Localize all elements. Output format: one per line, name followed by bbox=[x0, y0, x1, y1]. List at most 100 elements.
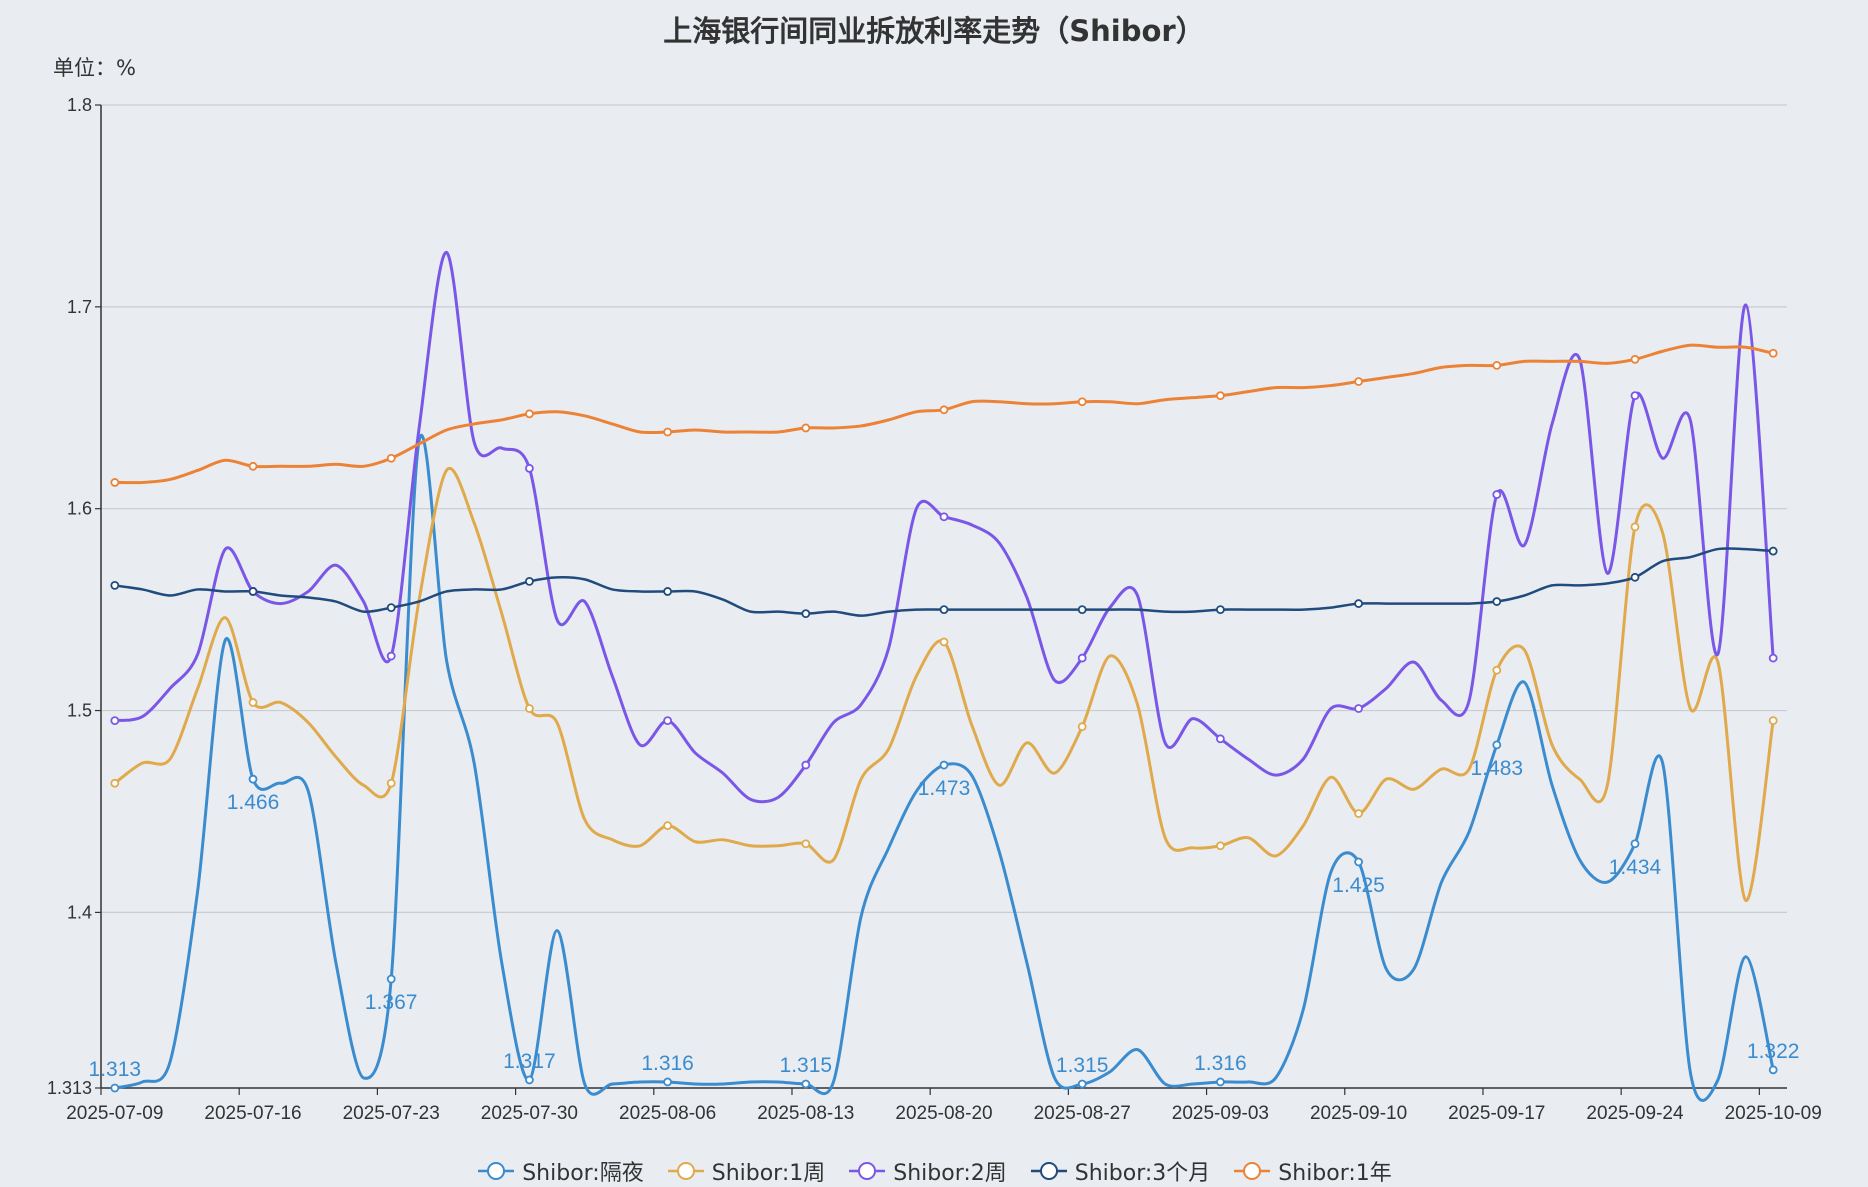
legend-item[interactable]: Shibor:隔夜 bbox=[476, 1155, 644, 1187]
data-point bbox=[1492, 360, 1502, 370]
data-point bbox=[386, 651, 396, 661]
x-tick-label: 2025-08-27 bbox=[1034, 1103, 1131, 1124]
data-point bbox=[110, 716, 120, 726]
data-point bbox=[1768, 716, 1778, 726]
data-label: 1.367 bbox=[365, 991, 418, 1014]
y-tick-label: 1.7 bbox=[67, 297, 92, 317]
data-point bbox=[1630, 391, 1640, 401]
data-point bbox=[663, 587, 673, 596]
data-point bbox=[248, 774, 258, 784]
data-point bbox=[1354, 599, 1363, 608]
x-tick-label: 2025-07-23 bbox=[343, 1103, 440, 1124]
data-point bbox=[525, 463, 534, 473]
data-point bbox=[1215, 1077, 1225, 1087]
data-point bbox=[1492, 665, 1502, 675]
legend-line-circle-icon bbox=[667, 1162, 704, 1180]
data-point bbox=[386, 778, 396, 788]
data-point bbox=[525, 1075, 534, 1085]
legend: Shibor:隔夜 Shibor:1周 Shibor:2周 Shibor:3个月 Shi… bbox=[0, 1155, 1868, 1187]
data-point bbox=[386, 453, 396, 463]
data-label: 1.466 bbox=[227, 791, 280, 814]
data-label: 1.313 bbox=[89, 1058, 142, 1081]
data-point bbox=[110, 478, 120, 487]
data-label: 1.322 bbox=[1747, 1040, 1800, 1063]
data-point bbox=[1215, 605, 1225, 615]
data-point bbox=[1077, 397, 1087, 407]
data-point bbox=[1492, 740, 1502, 750]
legend-item[interactable]: Shibor:2周 bbox=[847, 1155, 1007, 1187]
data-point bbox=[110, 778, 120, 788]
data-point bbox=[1630, 522, 1640, 532]
y-tick-label: 1.8 bbox=[67, 95, 92, 115]
data-point bbox=[110, 1083, 120, 1093]
data-label: 1.315 bbox=[1056, 1054, 1109, 1077]
data-point bbox=[386, 603, 396, 613]
data-point bbox=[1630, 354, 1640, 364]
data-label: 1.316 bbox=[641, 1052, 694, 1075]
data-point bbox=[1354, 704, 1363, 713]
legend-label: Shibor:1周 bbox=[711, 1161, 826, 1186]
data-point bbox=[1077, 722, 1087, 732]
data-point bbox=[1354, 857, 1363, 867]
data-label: 1.317 bbox=[503, 1050, 556, 1073]
data-point bbox=[801, 609, 811, 619]
data-point bbox=[663, 1077, 673, 1087]
x-tick-label: 2025-08-06 bbox=[619, 1103, 716, 1124]
legend-label: Shibor:隔夜 bbox=[522, 1161, 644, 1186]
data-label: 1.425 bbox=[1332, 874, 1385, 897]
data-point bbox=[1630, 572, 1640, 582]
data-point bbox=[1768, 1065, 1778, 1075]
data-point bbox=[1768, 348, 1778, 358]
data-point bbox=[1630, 839, 1640, 849]
y-tick-label: 1.4 bbox=[67, 902, 92, 922]
data-point bbox=[801, 839, 811, 849]
legend-label: Shibor:2周 bbox=[893, 1161, 1007, 1186]
data-point bbox=[1215, 841, 1225, 851]
x-tick-label: 2025-07-16 bbox=[204, 1103, 301, 1124]
legend-item[interactable]: Shibor:1年 bbox=[1232, 1155, 1392, 1187]
data-point bbox=[1354, 809, 1363, 818]
data-point bbox=[110, 580, 120, 590]
data-point bbox=[939, 637, 949, 647]
x-tick-label: 2025-09-10 bbox=[1310, 1103, 1407, 1124]
x-tick-label: 2025-09-17 bbox=[1448, 1103, 1545, 1124]
data-point bbox=[1768, 546, 1778, 556]
data-point bbox=[663, 716, 673, 726]
y-tick-label: 1.6 bbox=[67, 499, 92, 519]
data-point bbox=[248, 587, 258, 596]
data-point bbox=[1215, 391, 1225, 401]
x-tick-label: 2025-07-30 bbox=[481, 1103, 578, 1124]
legend-label: Shibor:3个月 bbox=[1074, 1161, 1211, 1186]
x-tick-label: 2025-09-24 bbox=[1586, 1103, 1684, 1124]
y-tick-label: 1.5 bbox=[67, 701, 92, 721]
data-point bbox=[801, 1079, 811, 1089]
data-point bbox=[939, 760, 949, 770]
legend-line-circle-icon bbox=[849, 1162, 886, 1180]
data-point bbox=[663, 821, 673, 830]
series-line bbox=[114, 250, 1775, 804]
y-axis-unit-label: 单位：% bbox=[53, 56, 136, 80]
x-tick-label: 2025-08-13 bbox=[757, 1103, 854, 1124]
legend-item[interactable]: Shibor:3个月 bbox=[1029, 1155, 1211, 1187]
data-label: 1.473 bbox=[918, 777, 971, 800]
data-label: 1.483 bbox=[1471, 757, 1524, 780]
data-label: 1.316 bbox=[1194, 1052, 1247, 1075]
legend-line-circle-icon bbox=[1234, 1162, 1271, 1180]
data-point bbox=[248, 461, 258, 471]
data-point bbox=[939, 405, 949, 415]
data-point bbox=[663, 427, 673, 437]
data-point bbox=[1492, 597, 1502, 606]
data-point bbox=[525, 576, 534, 586]
chart-title: 上海银行间同业拆放利率走势（Shibor） bbox=[663, 14, 1205, 48]
data-point bbox=[939, 605, 949, 615]
legend-item[interactable]: Shibor:1周 bbox=[666, 1155, 826, 1187]
data-point bbox=[1768, 653, 1778, 663]
data-label: 1.315 bbox=[780, 1054, 833, 1077]
data-point bbox=[1492, 490, 1502, 499]
series-line bbox=[114, 433, 1775, 1102]
legend-line-circle-icon bbox=[478, 1162, 515, 1180]
data-point bbox=[939, 512, 949, 522]
series-line bbox=[113, 466, 1775, 902]
data-point bbox=[801, 423, 811, 433]
